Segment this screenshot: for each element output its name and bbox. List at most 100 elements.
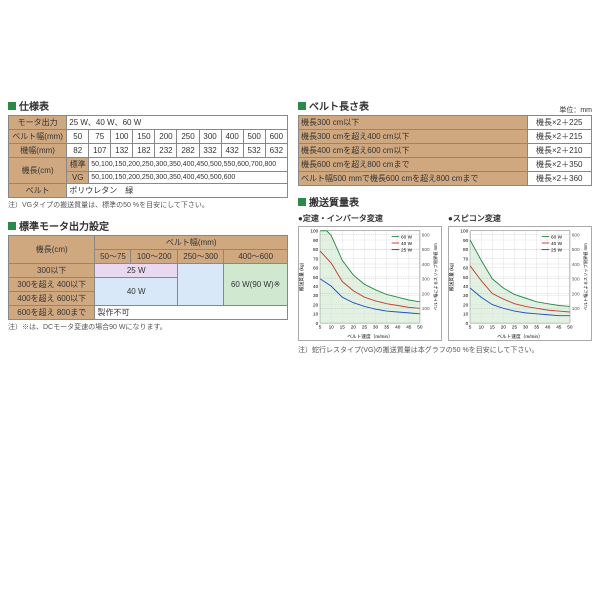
svg-text:50: 50 xyxy=(567,325,573,330)
belt-cond: 機長300 cmを超え400 cm以下 xyxy=(299,130,528,144)
svg-text:90: 90 xyxy=(313,238,319,243)
spec-cell: 50,100,150,200,250,300,350,400,450,500,5… xyxy=(89,158,288,172)
spec-cell: 282 xyxy=(177,144,199,158)
svg-text:30: 30 xyxy=(463,293,469,298)
motor-title: 標準モータ出力設定 xyxy=(8,218,288,233)
motor-cell: 60 W(90 W)※ xyxy=(224,264,288,306)
spec-label: ベルト幅(mm) xyxy=(9,130,67,144)
svg-text:80: 80 xyxy=(463,247,469,252)
svg-text:40: 40 xyxy=(313,284,319,289)
svg-text:80: 80 xyxy=(313,247,319,252)
svg-text:400: 400 xyxy=(572,262,580,267)
belt-formula: 機長×2＋350 xyxy=(527,158,592,172)
svg-text:600: 600 xyxy=(422,232,430,237)
motor-cell: 25 W xyxy=(95,264,177,278)
spec-cell: 50 xyxy=(67,130,89,144)
spec-cell: 75 xyxy=(89,130,111,144)
svg-text:20: 20 xyxy=(463,302,469,307)
svg-text:40: 40 xyxy=(545,325,551,330)
spec-table: モータ出力25 W、40 W、60 W ベルト幅(mm)507510015020… xyxy=(8,115,288,198)
motor-col: 50～75 xyxy=(95,250,131,264)
motor-rowhdr: 機長(cm) xyxy=(9,236,95,264)
svg-text:100: 100 xyxy=(460,229,468,234)
svg-text:40: 40 xyxy=(463,284,469,289)
spec-cell: 100 xyxy=(111,130,133,144)
motor-note: 注）※は、DCモータ変速の場合90 Wになります。 xyxy=(8,322,288,332)
spec-label: 機幅(mm) xyxy=(9,144,67,158)
bullet-icon xyxy=(8,222,16,230)
svg-text:0: 0 xyxy=(316,321,319,326)
motor-col: 400～600 xyxy=(224,250,288,264)
belt-unit: 単位：mm xyxy=(559,105,592,115)
svg-text:35: 35 xyxy=(384,325,390,330)
svg-text:200: 200 xyxy=(422,291,430,296)
svg-text:200: 200 xyxy=(572,291,580,296)
svg-text:90: 90 xyxy=(463,238,469,243)
spec-sublabel: VG xyxy=(67,172,89,184)
spec-label: 機長(cm) xyxy=(9,158,67,184)
svg-text:500: 500 xyxy=(572,247,580,252)
svg-text:35: 35 xyxy=(534,325,540,330)
spec-cell: 300 xyxy=(199,130,221,144)
motor-rowlabel: 300以下 xyxy=(9,264,95,278)
svg-text:20: 20 xyxy=(351,325,357,330)
svg-text:搬送質量 (kg): 搬送質量 (kg) xyxy=(298,262,305,291)
svg-text:10: 10 xyxy=(313,312,319,317)
chart-right-title: ●スピコン変速 xyxy=(448,213,592,224)
spec-cell: 400 xyxy=(221,130,243,144)
svg-text:10: 10 xyxy=(463,312,469,317)
bullet-icon xyxy=(298,198,306,206)
svg-text:100: 100 xyxy=(422,306,430,311)
chart-left: 1002003004005006005101520253035404550010… xyxy=(298,226,442,341)
svg-text:30: 30 xyxy=(523,325,529,330)
spec-cell: ポリウレタン 緑 xyxy=(67,184,288,198)
svg-text:40: 40 xyxy=(395,325,401,330)
svg-text:15: 15 xyxy=(490,325,496,330)
spec-title: 仕様表 xyxy=(8,98,288,113)
svg-text:500: 500 xyxy=(422,247,430,252)
svg-text:30: 30 xyxy=(373,325,379,330)
svg-text:300: 300 xyxy=(422,277,430,282)
spec-label: ベルト xyxy=(9,184,67,198)
motor-col: 100～200 xyxy=(131,250,177,264)
spec-cell: 432 xyxy=(221,144,243,158)
svg-text:25 W: 25 W xyxy=(401,247,413,252)
svg-text:40 W: 40 W xyxy=(551,241,563,246)
svg-text:100: 100 xyxy=(310,229,318,234)
motor-table: 機長(cm)ベルト幅(mm) 50～75100～200250～300400～60… xyxy=(8,235,288,320)
svg-text:5: 5 xyxy=(319,325,322,330)
svg-text:45: 45 xyxy=(406,325,412,330)
svg-text:40 W: 40 W xyxy=(401,241,413,246)
svg-text:0: 0 xyxy=(466,321,469,326)
charts-title-text: 搬送質量表 xyxy=(309,194,359,209)
motor-rowlabel: 600を超え 800まで xyxy=(9,306,95,320)
spec-cell: 232 xyxy=(155,144,177,158)
belt-cond: ベルト幅500 mmで機長600 cmを超え800 cmまで xyxy=(299,172,528,186)
svg-text:25 W: 25 W xyxy=(551,247,563,252)
motor-cell: 40 W xyxy=(95,278,177,306)
spec-cell: 50,100,150,200,250,300,350,400,450,500,6… xyxy=(89,172,288,184)
svg-text:45: 45 xyxy=(556,325,562,330)
svg-text:搬送質量 (kg): 搬送質量 (kg) xyxy=(448,262,455,291)
chart-right: 1002003004005006005101520253035404550010… xyxy=(448,226,592,341)
spec-cell: 25 W、40 W、60 W xyxy=(67,116,288,130)
motor-colhdr: ベルト幅(mm) xyxy=(95,236,288,250)
svg-text:50: 50 xyxy=(463,275,469,280)
motor-rowlabel: 300を超え 400以下 xyxy=(9,278,95,292)
bullet-icon xyxy=(8,102,16,110)
spec-cell: 332 xyxy=(199,144,221,158)
bullet-icon xyxy=(298,102,306,110)
svg-text:15: 15 xyxy=(340,325,346,330)
belt-table: 機長300 cm以下機長×2＋225機長300 cmを超え400 cm以下機長×… xyxy=(298,115,592,186)
spec-sublabel: 標準 xyxy=(67,158,89,172)
svg-text:60: 60 xyxy=(313,266,319,271)
spec-cell: 600 xyxy=(265,130,287,144)
spec-label: モータ出力 xyxy=(9,116,67,130)
svg-text:20: 20 xyxy=(501,325,507,330)
spec-cell: 200 xyxy=(155,130,177,144)
svg-text:400: 400 xyxy=(422,262,430,267)
svg-text:300: 300 xyxy=(572,277,580,282)
svg-text:5: 5 xyxy=(469,325,472,330)
spec-title-text: 仕様表 xyxy=(19,98,49,113)
svg-text:100: 100 xyxy=(572,306,580,311)
